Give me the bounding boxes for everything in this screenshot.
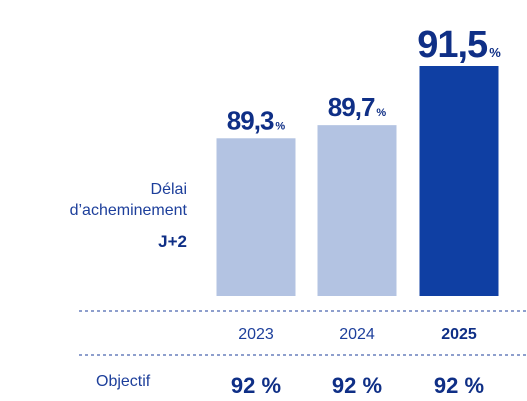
objective-value-2025: 92 % xyxy=(434,373,484,398)
objective-value-2024: 92 % xyxy=(332,373,382,398)
bar-2025 xyxy=(419,66,499,296)
value-label-2025: 91,5% xyxy=(417,24,501,66)
value-label-2023: 89,3% xyxy=(227,105,286,135)
year-label-2023: 2023 xyxy=(238,326,274,343)
objective-label: Objectif xyxy=(96,373,151,390)
year-label-2025: 2025 xyxy=(441,326,477,343)
year-label-2024: 2024 xyxy=(339,326,375,343)
side-label-line-1: Délai xyxy=(150,181,187,198)
side-label-line-3: J+2 xyxy=(158,232,187,251)
side-label-line-2: d’acheminement xyxy=(69,202,187,219)
value-label-2024: 89,7% xyxy=(328,92,387,122)
bar-2023 xyxy=(216,138,296,296)
bar-2024 xyxy=(317,125,397,297)
objective-value-2023: 92 % xyxy=(231,373,281,398)
